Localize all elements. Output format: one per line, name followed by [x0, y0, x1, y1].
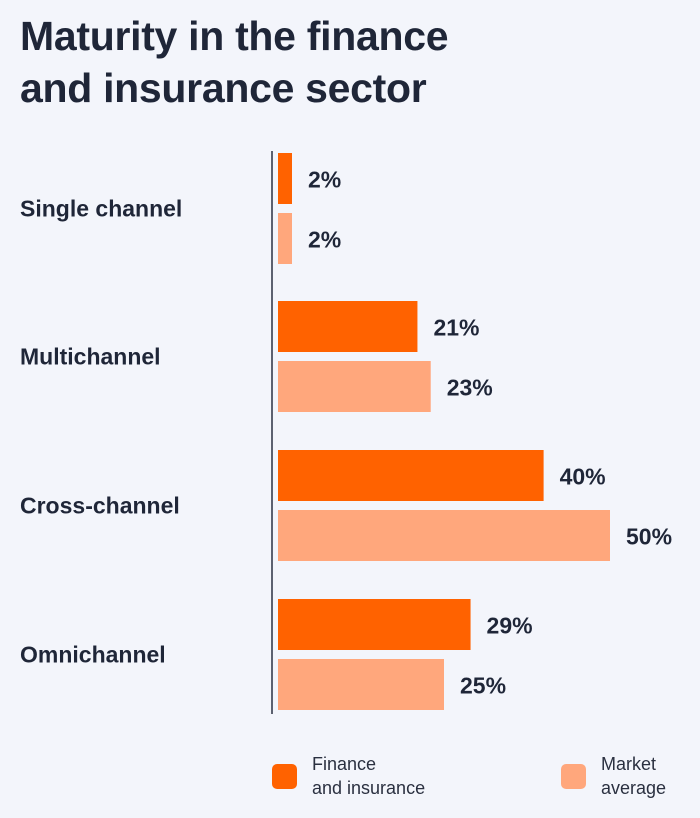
category-label-multichannel: Multichannel	[20, 344, 161, 370]
value-label-finance-and-insurance-multichannel: 21%	[433, 315, 479, 341]
bar-market-average-single-channel[interactable]	[278, 213, 292, 264]
bar-finance-and-insurance-cross-channel[interactable]	[278, 450, 544, 501]
value-label-finance-and-insurance-single-channel: 2%	[308, 167, 341, 193]
bar-finance-and-insurance-multichannel[interactable]	[278, 301, 418, 352]
legend-label-finance-line-2: and insurance	[312, 778, 426, 798]
legend-swatch-finance-and-insurance	[272, 763, 297, 789]
chart-title: Maturity in the finance and insurance se…	[20, 10, 660, 114]
bar-market-average-cross-channel[interactable]	[278, 510, 610, 561]
category-label-omnichannel: Omnichannel	[20, 642, 166, 668]
legend-item-market-average[interactable]: Market average	[561, 752, 666, 800]
value-label-market-average-single-channel: 2%	[308, 227, 341, 253]
chart-title-line-2: and insurance sector	[20, 65, 427, 111]
legend-label-finance-line-1: Finance	[312, 754, 377, 774]
legend: Finance and insurance Market average	[0, 752, 700, 812]
value-label-finance-and-insurance-cross-channel: 40%	[560, 464, 606, 490]
category-label-cross-channel: Cross-channel	[20, 493, 180, 519]
bar-finance-and-insurance-single-channel[interactable]	[278, 153, 292, 204]
legend-swatch-market-average	[561, 763, 586, 789]
bar-market-average-omnichannel[interactable]	[278, 659, 444, 710]
value-label-market-average-multichannel: 23%	[447, 375, 493, 401]
category-label-single-channel: Single channel	[20, 196, 182, 222]
legend-label-market-line-2: average	[601, 778, 667, 798]
legend-label-market-line-1: Market	[601, 754, 657, 774]
chart-title-line-1: Maturity in the finance	[20, 13, 449, 59]
value-label-market-average-omnichannel: 25%	[460, 673, 506, 699]
legend-item-finance-and-insurance[interactable]: Finance and insurance	[272, 752, 425, 800]
value-label-finance-and-insurance-omnichannel: 29%	[487, 613, 533, 639]
bar-market-average-multichannel[interactable]	[278, 361, 431, 412]
bar-finance-and-insurance-omnichannel[interactable]	[278, 599, 471, 650]
value-label-market-average-cross-channel: 50%	[626, 524, 672, 550]
